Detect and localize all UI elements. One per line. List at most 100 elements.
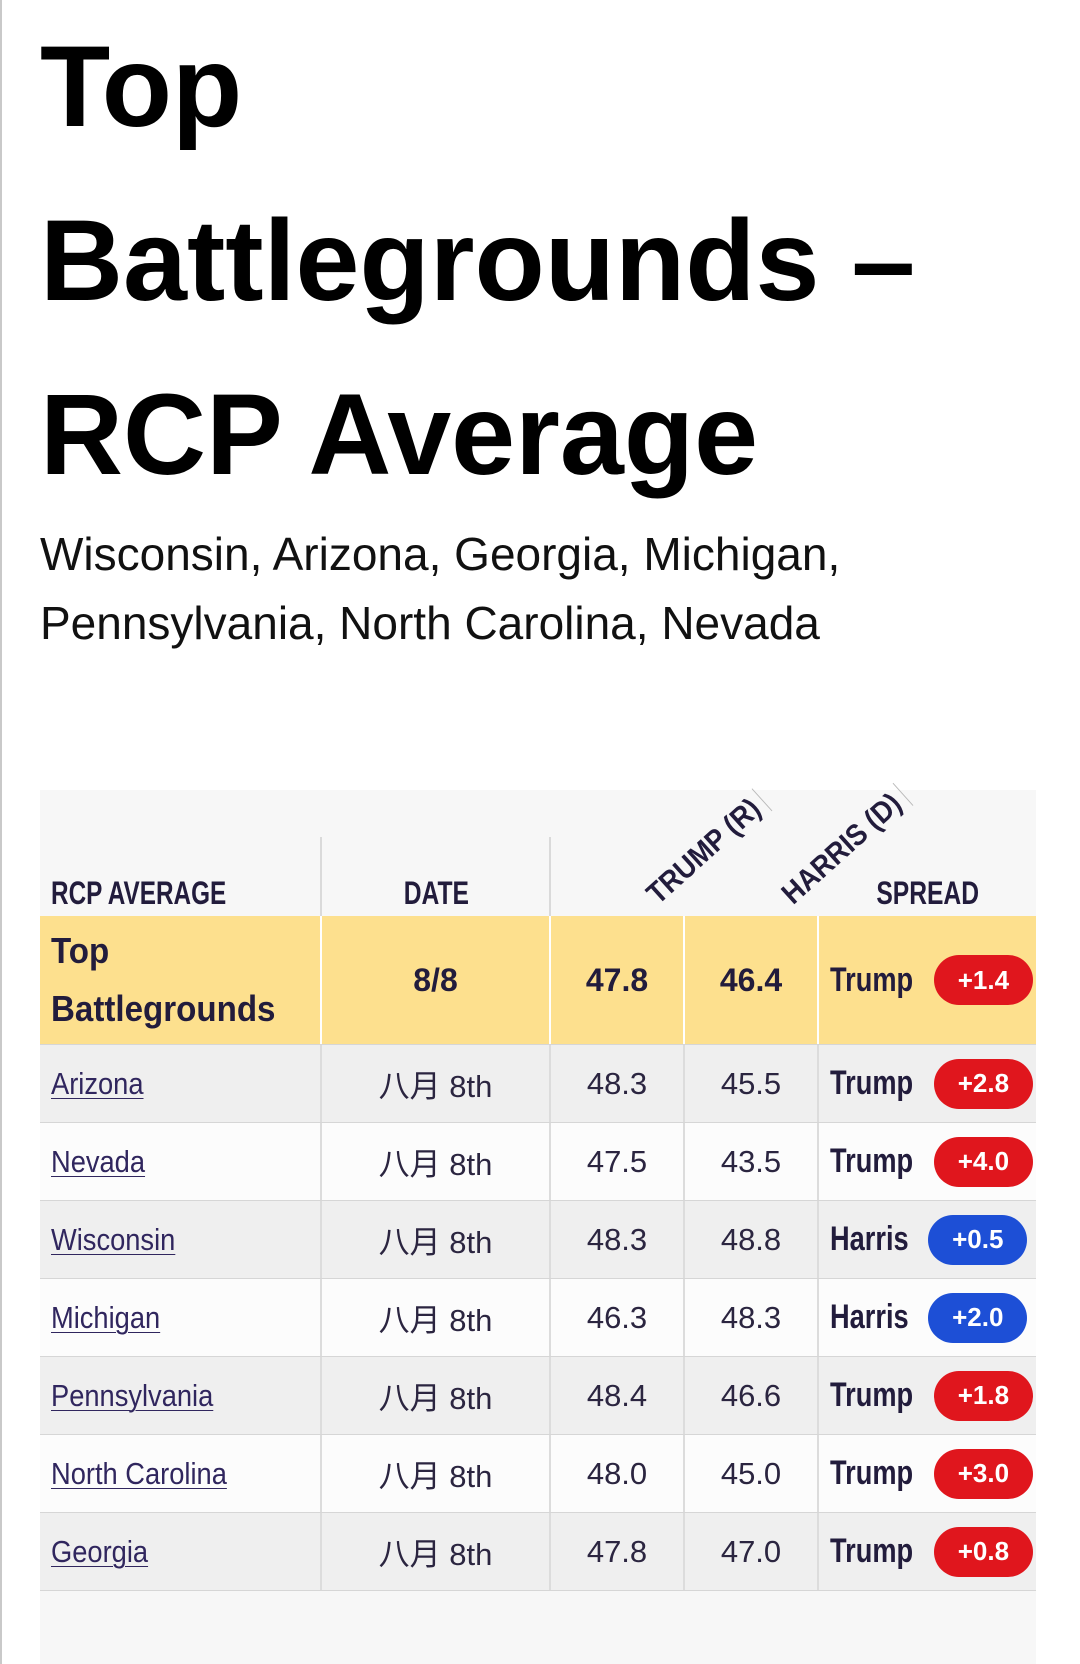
date-cell: 八月 8th [322,1513,551,1590]
summary-leader: Trump [830,960,914,999]
table-row: Georgia 八月 8th 47.8 47.0 Trump +0.8 [40,1513,1036,1591]
header-spread-label: SPREAD [876,875,979,911]
harris-value: 46.6 [720,1377,782,1413]
poll-date: 八月 8th [378,1537,493,1572]
table-row: Nevada 八月 8th 47.5 43.5 Trump +4.0 [40,1123,1036,1201]
poll-date: 八月 8th [378,1459,493,1494]
header-date: DATE [322,877,551,909]
spread-cell: Harris +0.5 [819,1201,1036,1278]
spread-badge: +1.8 [933,1370,1033,1421]
spread-cell: Trump +0.8 [819,1513,1036,1590]
spread-badge: +0.5 [928,1214,1028,1265]
summary-name: Top Battlegrounds [51,930,276,1029]
harris-value: 47.0 [720,1533,782,1569]
page-subtitle: Wisconsin, Arizona, Georgia, Michigan, P… [40,528,841,649]
battleground-polls-table: RCP AVERAGE DATE TRUMP (R) HARRIS (D) SP… [40,782,1036,1664]
state-link[interactable]: Georgia [51,1533,149,1569]
spread-cell: Trump +3.0 [819,1435,1036,1512]
harris-cell: 45.5 [685,1045,819,1122]
date-cell: 八月 8th [322,1201,551,1278]
page-left-border [0,0,2,1664]
state-cell: Michigan [40,1279,322,1356]
harris-cell: 48.8 [685,1201,819,1278]
harris-cell: 46.6 [685,1357,819,1434]
table-row: Wisconsin 八月 8th 48.3 48.8 Harris +0.5 [40,1201,1036,1279]
header-spread: SPREAD [819,877,1036,909]
spread-badge: +3.0 [933,1448,1033,1499]
summary-row: Top Battlegrounds 8/8 47.8 46.4 Trump +1… [40,916,1036,1045]
state-cell: Nevada [40,1123,322,1200]
table-row: Arizona 八月 8th 48.3 45.5 Trump +2.8 [40,1045,1036,1123]
poll-date: 八月 8th [378,1381,493,1416]
summary-trump-cell: 47.8 [551,916,685,1044]
harris-cell: 43.5 [685,1123,819,1200]
trump-value: 48.3 [586,1221,648,1257]
trump-cell: 48.0 [551,1435,685,1512]
state-link[interactable]: Arizona [51,1065,144,1101]
spread-leader: Trump [830,1532,914,1570]
state-link[interactable]: Nevada [51,1143,146,1179]
state-cell: Pennsylvania [40,1357,322,1434]
harris-value: 48.8 [720,1221,782,1257]
poll-date: 八月 8th [378,1225,493,1260]
trump-cell: 46.3 [551,1279,685,1356]
spread-leader: Harris [830,1298,909,1336]
poll-date: 八月 8th [378,1069,493,1104]
poll-date: 八月 8th [378,1303,493,1338]
summary-date: 8/8 [413,961,458,998]
spread-cell: Harris +2.0 [819,1279,1036,1356]
trump-cell: 47.5 [551,1123,685,1200]
trump-cell: 47.8 [551,1513,685,1590]
date-cell: 八月 8th [322,1045,551,1122]
harris-cell: 48.3 [685,1279,819,1356]
table-body: Top Battlegrounds 8/8 47.8 46.4 Trump +1… [40,916,1036,1591]
trump-value: 48.0 [586,1455,648,1491]
harris-cell: 45.0 [685,1435,819,1512]
state-cell: North Carolina [40,1435,322,1512]
summary-harris-value: 46.4 [719,961,783,998]
harris-value: 45.0 [720,1455,782,1491]
trump-value: 46.3 [586,1299,648,1335]
spread-badge: +0.8 [933,1526,1033,1577]
harris-value: 45.5 [720,1065,782,1101]
state-link[interactable]: Pennsylvania [51,1377,214,1413]
trump-cell: 48.3 [551,1045,685,1122]
spread-cell: Trump +2.8 [819,1045,1036,1122]
header-rcp-average-label: RCP AVERAGE [51,875,227,911]
spread-leader: Harris [830,1220,909,1258]
date-cell: 八月 8th [322,1279,551,1356]
spread-leader: Trump [830,1142,914,1180]
state-link[interactable]: Michigan [51,1299,161,1335]
spread-leader: Trump [830,1064,914,1102]
spread-leader: Trump [830,1454,914,1492]
summary-date-cell: 8/8 [322,916,551,1044]
state-link[interactable]: Wisconsin [51,1221,176,1257]
trump-value: 47.5 [586,1143,648,1179]
date-cell: 八月 8th [322,1435,551,1512]
table-row: North Carolina 八月 8th 48.0 45.0 Trump +3.0 [40,1435,1036,1513]
state-link[interactable]: North Carolina [51,1455,227,1491]
spread-badge: +2.8 [933,1058,1033,1109]
harris-value: 43.5 [720,1143,782,1179]
summary-harris-cell: 46.4 [685,916,819,1044]
trump-value: 48.3 [586,1065,648,1101]
date-cell: 八月 8th [322,1357,551,1434]
state-cell: Georgia [40,1513,322,1590]
spread-badge: +1.4 [933,955,1033,1005]
harris-value: 48.3 [720,1299,782,1335]
table-header: RCP AVERAGE DATE TRUMP (R) HARRIS (D) SP… [40,782,1036,916]
summary-name-cell: Top Battlegrounds [40,916,322,1044]
header-rcp-average: RCP AVERAGE [51,877,282,909]
header-divider [549,837,551,916]
spread-cell: Trump +4.0 [819,1123,1036,1200]
date-cell: 八月 8th [322,1123,551,1200]
header-trump: TRUMP (R) [641,788,773,911]
table-row: Pennsylvania 八月 8th 48.4 46.6 Trump +1.8 [40,1357,1036,1435]
header-date-label: DATE [403,875,470,911]
state-cell: Wisconsin [40,1201,322,1278]
trump-cell: 48.3 [551,1201,685,1278]
spread-badge: +4.0 [933,1136,1033,1187]
header-divider [320,837,322,916]
state-cell: Arizona [40,1045,322,1122]
page-title: Top Battlegrounds – RCP Average [40,23,916,499]
